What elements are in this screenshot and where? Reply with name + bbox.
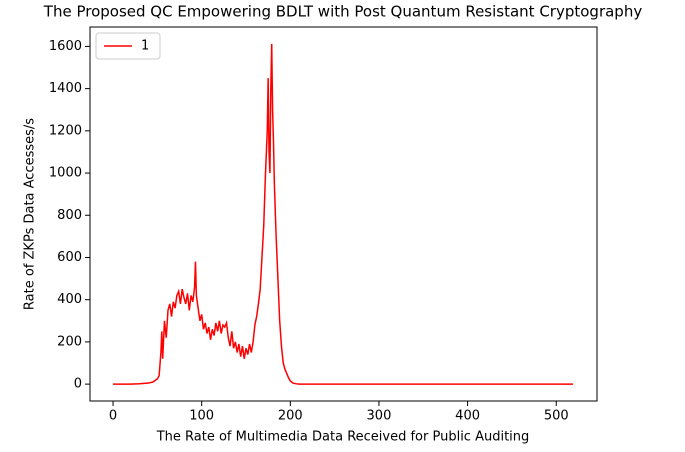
y-tick-label: 400 <box>57 292 82 307</box>
legend-label: 1 <box>141 39 149 54</box>
y-tick-label: 1400 <box>49 81 82 96</box>
chart-title: The Proposed QC Empowering BDLT with Pos… <box>43 3 643 21</box>
x-tick-label: 500 <box>544 409 569 424</box>
y-tick-label: 1000 <box>49 166 82 181</box>
data-line <box>113 43 574 385</box>
y-tick-label: 0 <box>74 377 82 392</box>
x-tick-label: 100 <box>189 409 214 424</box>
y-tick-label: 1600 <box>49 39 82 54</box>
plot-frame <box>89 26 598 402</box>
y-tick-label: 800 <box>57 208 82 223</box>
y-tick-label: 1200 <box>49 123 82 138</box>
x-tick-label: 0 <box>109 409 117 424</box>
y-tick-label: 600 <box>57 250 82 265</box>
y-tick-label: 200 <box>57 334 82 349</box>
x-axis-label: The Rate of Multimedia Data Received for… <box>156 430 530 445</box>
x-tick-label: 400 <box>455 409 480 424</box>
x-tick-label: 200 <box>278 409 303 424</box>
x-tick-label: 300 <box>367 409 392 424</box>
y-axis-label: Rate of ZKPs Data Accesses/s <box>23 118 38 310</box>
